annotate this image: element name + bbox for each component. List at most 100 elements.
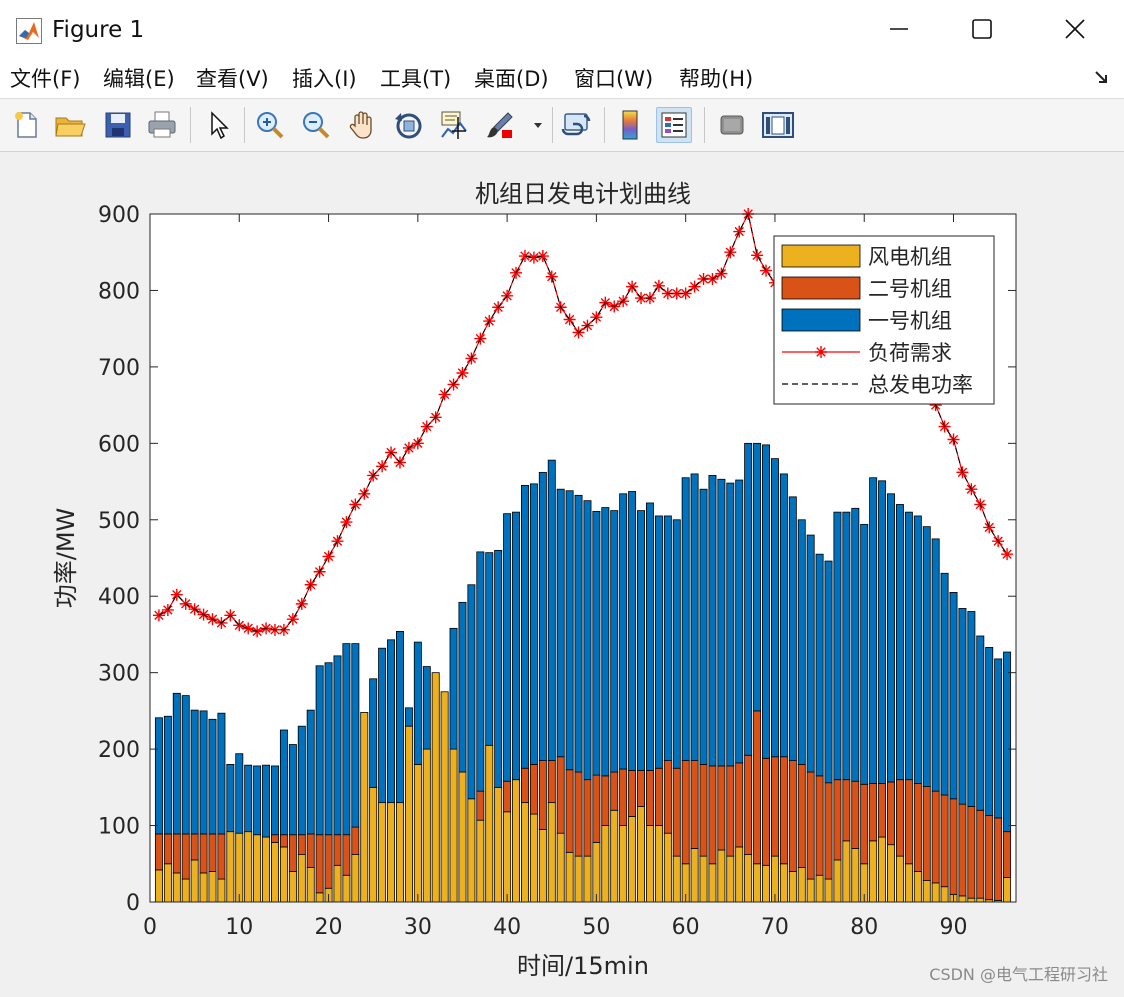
bar-1-42	[520, 767, 529, 804]
menu-insert[interactable]: 插入(I)	[292, 67, 357, 91]
bar-0-82	[878, 836, 887, 903]
minimize-button[interactable]	[854, 0, 944, 58]
insert-legend-button[interactable]	[656, 107, 692, 143]
bar-1-82	[878, 783, 887, 838]
brush-button[interactable]	[482, 107, 518, 143]
bar-2-7	[208, 718, 217, 835]
bar-2-59	[672, 519, 681, 769]
bar-1-66	[735, 762, 744, 848]
insert-colorbar-button[interactable]	[612, 107, 648, 143]
close-button[interactable]	[1030, 0, 1120, 58]
bar-2-63	[708, 475, 717, 767]
bar-0-61	[690, 848, 699, 903]
bar-2-68	[753, 442, 762, 712]
menu-window[interactable]: 窗口(W)	[574, 67, 654, 91]
menu-tools[interactable]: 工具(T)	[380, 67, 452, 91]
menu-view[interactable]: 查看(V)	[196, 67, 269, 91]
bar-2-90	[949, 591, 958, 800]
bar-2-48	[574, 494, 583, 773]
bar-0-36	[467, 798, 476, 903]
bar-2-96	[1003, 651, 1012, 833]
rotate-3d-button[interactable]	[390, 107, 426, 143]
legend-marker-3	[815, 346, 827, 358]
bar-1-92	[967, 806, 976, 899]
matlab-logo-icon	[16, 18, 42, 44]
bar-0-17	[297, 854, 306, 903]
bar-2-66	[735, 479, 744, 764]
bar-1-18	[306, 833, 315, 868]
brush-dropdown-button[interactable]	[526, 107, 550, 143]
bar-1-43	[529, 764, 538, 815]
open-file-button[interactable]	[52, 107, 88, 143]
bar-2-55	[637, 510, 646, 771]
bar-0-41	[512, 779, 521, 903]
bar-2-8	[217, 712, 226, 835]
bar-2-17	[297, 725, 306, 836]
bar-2-13	[262, 764, 271, 838]
maximize-button[interactable]	[937, 0, 1027, 58]
bar-2-73	[797, 519, 806, 765]
bar-1-79	[851, 780, 860, 849]
undock-arrow-icon[interactable]	[1094, 70, 1110, 86]
marker-45	[545, 270, 558, 283]
bar-0-79	[851, 848, 860, 903]
show-plot-tools-button[interactable]	[760, 107, 796, 143]
bar-2-3	[172, 692, 181, 835]
marker-23	[349, 498, 362, 511]
menu-help[interactable]: 帮助(H)	[679, 67, 754, 91]
marker-94	[983, 521, 996, 534]
menu-desktop[interactable]: 桌面(D)	[474, 67, 549, 91]
bar-1-47	[565, 769, 574, 853]
bar-2-36	[467, 584, 476, 800]
legend-swatch-2	[781, 308, 861, 332]
y-tick-label-0: 0	[126, 891, 140, 916]
y-tick-label-100: 100	[98, 815, 140, 840]
print-button[interactable]	[144, 107, 180, 143]
data-cursor-button[interactable]	[436, 107, 472, 143]
marker-47	[563, 313, 576, 326]
bar-2-38	[485, 552, 494, 746]
bar-2-21	[333, 655, 342, 836]
bar-0-12	[253, 834, 262, 903]
bar-0-15	[279, 846, 288, 903]
hide-plot-tools-button[interactable]	[714, 107, 750, 143]
bar-2-69	[762, 444, 770, 759]
marker-10	[233, 619, 246, 632]
edit-plot-button[interactable]	[200, 107, 236, 143]
bar-1-69	[762, 757, 770, 866]
bar-1-76	[824, 782, 833, 880]
bar-0-66	[735, 846, 744, 903]
bar-2-92	[967, 611, 976, 807]
y-tick-label-300: 300	[98, 662, 140, 687]
bar-0-31	[422, 748, 431, 903]
x-tick-label-10: 10	[225, 915, 253, 940]
data-cursor-icon	[441, 111, 467, 139]
bar-1-59	[672, 767, 681, 857]
marker-16	[286, 613, 299, 626]
marker-22	[340, 516, 353, 529]
zoom-in-button[interactable]	[252, 107, 288, 143]
save-button[interactable]	[100, 107, 136, 143]
link-plot-button[interactable]	[558, 107, 594, 143]
bar-1-6	[199, 833, 208, 874]
bar-2-72	[788, 496, 797, 761]
bar-2-57	[654, 515, 663, 769]
bar-2-65	[726, 482, 735, 767]
bar-2-70	[770, 458, 779, 758]
new-figure-button[interactable]	[8, 107, 44, 143]
bar-0-25	[369, 786, 378, 903]
menu-file[interactable]: 文件(F)	[10, 67, 81, 91]
bar-1-23	[351, 826, 360, 856]
bar-0-45	[547, 802, 556, 903]
bar-1-54	[628, 770, 637, 817]
bar-0-32	[431, 672, 440, 903]
menu-edit[interactable]: 编辑(E)	[103, 67, 175, 91]
zoom-out-button[interactable]	[298, 107, 334, 143]
bar-2-91	[958, 608, 967, 805]
marker-20	[322, 550, 335, 563]
colorbar-icon	[622, 110, 638, 140]
bar-2-37	[476, 551, 485, 792]
pan-button[interactable]	[344, 107, 380, 143]
bar-1-45	[547, 760, 556, 804]
bar-2-25	[369, 678, 378, 788]
